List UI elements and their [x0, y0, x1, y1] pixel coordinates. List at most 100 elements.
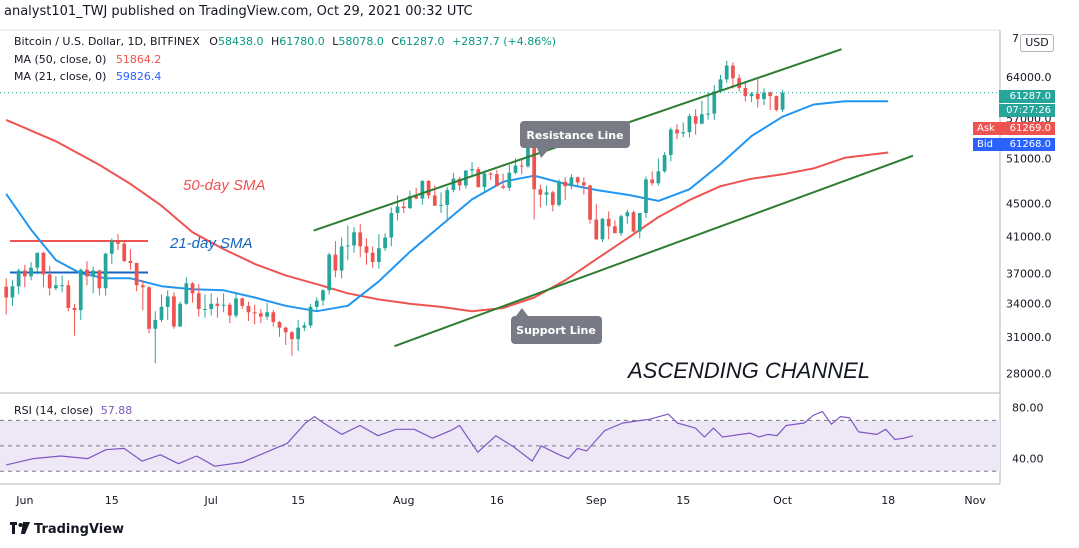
candle-up	[345, 225, 350, 261]
candle-body	[432, 195, 437, 206]
candle-body	[54, 285, 58, 289]
candle-body	[327, 254, 332, 291]
candle-body	[613, 226, 617, 234]
change-value: +2837.7 (+4.86%)	[452, 35, 557, 48]
candle-up	[209, 293, 214, 316]
candle-body	[495, 174, 499, 187]
rsi-label: RSI (14, close)	[14, 404, 94, 417]
high-value: 61780.0	[279, 35, 325, 48]
candle-body	[72, 307, 77, 311]
time-axis-label: 15	[676, 494, 690, 507]
candle-up	[377, 234, 381, 269]
candle-down	[196, 284, 201, 317]
support-callout-box	[511, 316, 602, 344]
candle-down	[731, 62, 735, 89]
candle-body	[321, 290, 325, 301]
low-value: 58078.0	[338, 35, 384, 48]
candle-body	[780, 92, 785, 110]
candle-down	[650, 171, 655, 186]
candle-body	[178, 303, 182, 327]
time-axis-label: 16	[490, 494, 504, 507]
rsi-legend: RSI (14, close) 57.88	[14, 404, 132, 417]
candle-body	[755, 93, 760, 100]
candle-down	[737, 74, 741, 92]
candle-body	[408, 196, 412, 209]
ma21-legend: MA (21, close, 0) 59826.4	[14, 70, 161, 83]
candle-body	[339, 246, 344, 271]
support-callout: Support Line	[511, 308, 602, 344]
candle-up	[557, 179, 561, 207]
candle-down	[488, 172, 493, 181]
candle-body	[103, 253, 108, 289]
candle-down	[631, 210, 636, 233]
rsi-value: 57.88	[100, 404, 133, 417]
candle-up	[308, 303, 313, 328]
candle-body	[10, 286, 15, 298]
candle-up	[314, 297, 319, 311]
candle-down	[495, 169, 499, 187]
candle-up	[780, 89, 785, 112]
candle-body	[389, 212, 394, 238]
candle-down	[358, 223, 363, 258]
price-tick-label: 34000.0	[1006, 298, 1052, 311]
candle-body	[476, 169, 481, 187]
candle-body	[302, 325, 307, 328]
candle-up	[16, 268, 21, 295]
candle-body	[501, 186, 505, 188]
candle-body	[128, 261, 133, 263]
open-label: O	[209, 35, 218, 48]
candle-body	[557, 181, 561, 205]
candle-body	[140, 285, 145, 288]
candle-body	[196, 293, 201, 310]
candle-up	[724, 60, 729, 83]
candle-body	[277, 322, 282, 328]
candle-body	[358, 232, 363, 247]
candle-body	[507, 172, 512, 188]
candle-body	[345, 245, 350, 247]
candle-body	[718, 79, 723, 92]
candle-down	[768, 91, 773, 110]
candle-down	[426, 180, 431, 199]
candle-down	[259, 309, 263, 324]
candle-up	[10, 280, 15, 306]
candle-body	[47, 274, 52, 289]
candle-body	[426, 180, 431, 196]
candle-down	[147, 286, 151, 334]
candle-body	[271, 312, 276, 323]
candle-body	[737, 78, 741, 88]
price-tick-label: 37000.0	[1006, 267, 1052, 280]
candle-body	[563, 181, 568, 187]
sma21-annotation: 21-day SMA	[169, 235, 253, 252]
candle-down	[97, 269, 102, 296]
candle-up	[662, 152, 667, 173]
candle-up	[668, 127, 673, 162]
candle-down	[364, 238, 369, 265]
candle-up	[749, 91, 754, 103]
candle-body	[637, 212, 642, 232]
candle-up	[389, 207, 394, 247]
candle-up	[352, 227, 356, 253]
candle-down	[519, 158, 524, 175]
ma50-legend: MA (50, close, 0) 51864.2	[14, 53, 161, 66]
candle-down	[594, 204, 599, 241]
candle-up	[91, 266, 96, 294]
ma50-label: MA (50, close, 0)	[14, 53, 107, 66]
candle-body	[252, 312, 257, 314]
candle-down	[72, 303, 77, 336]
candle-down	[240, 297, 245, 310]
candle-down	[675, 124, 679, 140]
candle-body	[538, 189, 543, 195]
currency-button[interactable]: USD	[1020, 34, 1054, 52]
candle-down	[134, 262, 139, 292]
candle-up	[600, 217, 605, 242]
time-axis-label: Oct	[773, 494, 793, 507]
support-callout-label: Support Line	[516, 324, 596, 337]
price-tick-label: 64000.0	[1006, 71, 1052, 84]
candle-body	[159, 306, 164, 320]
candle-body	[693, 116, 698, 124]
candle-body	[743, 87, 748, 97]
candle-up	[712, 85, 717, 120]
candle-body	[221, 304, 226, 306]
time-axis-label: Jul	[204, 494, 218, 507]
